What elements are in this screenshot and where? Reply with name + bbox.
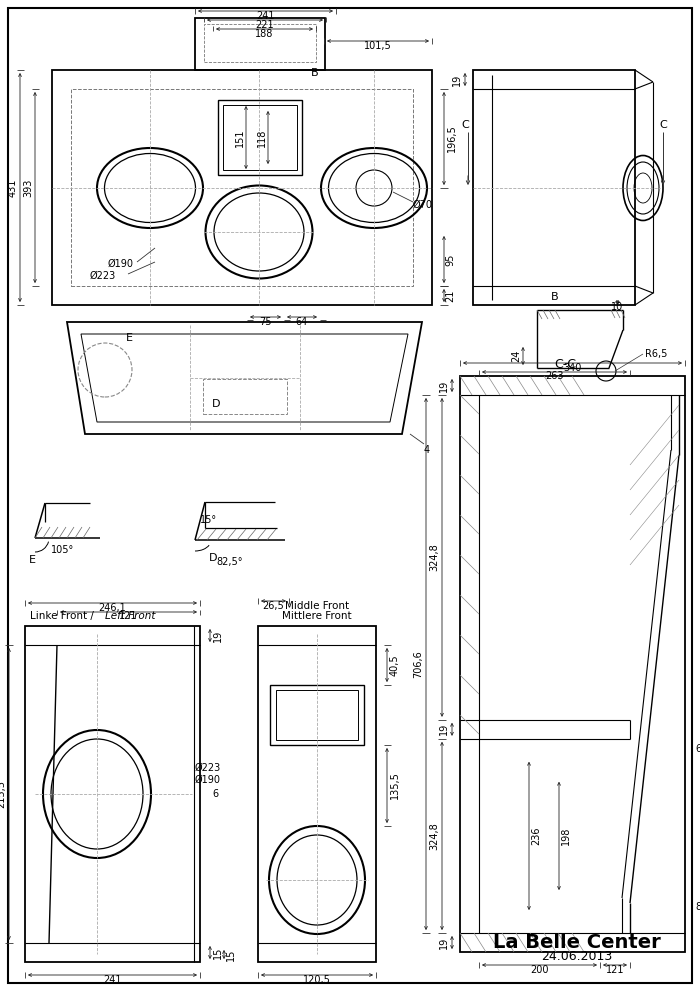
Bar <box>460 376 685 952</box>
Text: Ø190: Ø190 <box>108 259 134 269</box>
Text: 188: 188 <box>256 29 274 39</box>
Text: C-C: C-C <box>554 359 576 372</box>
Bar <box>223 105 297 170</box>
Bar <box>204 24 316 62</box>
Text: 215,5: 215,5 <box>0 780 6 808</box>
Text: B: B <box>312 68 318 78</box>
Text: 82,5°: 82,5° <box>217 557 244 567</box>
Text: 101,5: 101,5 <box>364 41 392 51</box>
Text: 19: 19 <box>439 723 449 735</box>
Text: E: E <box>125 333 132 343</box>
Text: 95: 95 <box>445 254 455 266</box>
Text: Ø70: Ø70 <box>413 200 433 210</box>
Text: Ø223: Ø223 <box>195 763 221 773</box>
Text: La Belle Center: La Belle Center <box>493 933 661 951</box>
Text: 24: 24 <box>511 350 521 362</box>
Text: 21: 21 <box>445 289 455 301</box>
Text: 221: 221 <box>256 20 274 30</box>
Text: Ø223: Ø223 <box>90 271 116 281</box>
Text: 246,1: 246,1 <box>99 603 127 613</box>
Text: 135,5: 135,5 <box>390 772 400 800</box>
Bar <box>202 379 286 414</box>
Text: 121: 121 <box>119 611 138 621</box>
Text: 15°: 15° <box>200 515 218 525</box>
Text: B: B <box>551 292 559 302</box>
Text: 24.06.2013: 24.06.2013 <box>541 950 612 963</box>
Text: C: C <box>461 120 469 130</box>
Text: 120,5: 120,5 <box>303 975 331 985</box>
Text: 19: 19 <box>439 936 449 948</box>
Text: 324,8: 324,8 <box>429 822 439 849</box>
Text: 10: 10 <box>611 302 624 312</box>
Bar <box>71 89 413 286</box>
Text: 263: 263 <box>545 371 564 381</box>
Bar <box>276 690 358 740</box>
Text: Middle Front: Middle Front <box>285 601 349 611</box>
Bar <box>473 70 635 305</box>
Text: E: E <box>29 555 36 565</box>
Bar <box>52 70 432 305</box>
Bar <box>218 100 302 175</box>
Text: 393: 393 <box>23 178 33 196</box>
Text: 118: 118 <box>257 128 267 147</box>
Text: 340: 340 <box>564 363 582 373</box>
Text: Linke Front /: Linke Front / <box>30 611 94 621</box>
Text: Left Front: Left Front <box>105 611 155 621</box>
Text: 236: 236 <box>531 826 541 845</box>
Text: 19: 19 <box>452 73 462 85</box>
Text: D: D <box>209 553 217 563</box>
Text: 19: 19 <box>213 629 223 641</box>
Text: 6: 6 <box>695 744 700 754</box>
Bar <box>195 18 325 70</box>
Text: 105°: 105° <box>51 545 75 555</box>
Bar <box>270 685 364 745</box>
Text: 121: 121 <box>606 965 624 975</box>
Text: R6,5: R6,5 <box>645 349 667 359</box>
Bar <box>25 626 200 962</box>
Bar <box>258 626 376 962</box>
Text: 26,5: 26,5 <box>262 601 284 611</box>
Text: 6: 6 <box>212 789 218 799</box>
Text: 706,6: 706,6 <box>413 650 423 678</box>
Text: 431: 431 <box>8 178 18 196</box>
Text: 241: 241 <box>256 11 274 21</box>
Text: C: C <box>659 120 667 130</box>
Text: 83: 83 <box>695 902 700 912</box>
Text: 64: 64 <box>296 317 308 327</box>
Text: Mittlere Front: Mittlere Front <box>282 611 352 621</box>
Text: 151: 151 <box>235 128 245 147</box>
Text: 40,5: 40,5 <box>390 654 400 676</box>
Text: 198: 198 <box>561 826 571 845</box>
Text: 241: 241 <box>104 975 122 985</box>
Text: 75: 75 <box>259 317 272 327</box>
Text: 15: 15 <box>213 946 223 958</box>
Text: 200: 200 <box>531 965 549 975</box>
Text: Ø190: Ø190 <box>195 775 221 785</box>
Text: 19: 19 <box>439 380 449 391</box>
Text: D: D <box>212 399 220 409</box>
Text: 15: 15 <box>226 948 236 960</box>
Text: 324,8: 324,8 <box>429 543 439 571</box>
Text: 4: 4 <box>424 445 430 455</box>
Text: 196,5: 196,5 <box>447 125 457 153</box>
